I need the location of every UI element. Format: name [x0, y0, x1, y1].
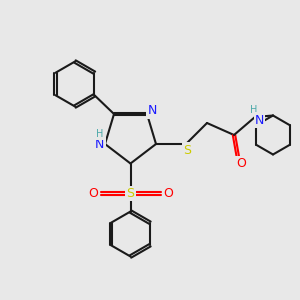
- Text: S: S: [127, 187, 134, 200]
- Text: O: O: [237, 157, 246, 170]
- Text: H: H: [96, 129, 103, 140]
- Text: O: O: [88, 187, 98, 200]
- Text: N: N: [95, 137, 104, 151]
- Text: O: O: [163, 187, 173, 200]
- Text: N: N: [148, 104, 157, 118]
- Text: N: N: [255, 113, 264, 127]
- Text: H: H: [250, 105, 257, 116]
- Text: S: S: [184, 143, 191, 157]
